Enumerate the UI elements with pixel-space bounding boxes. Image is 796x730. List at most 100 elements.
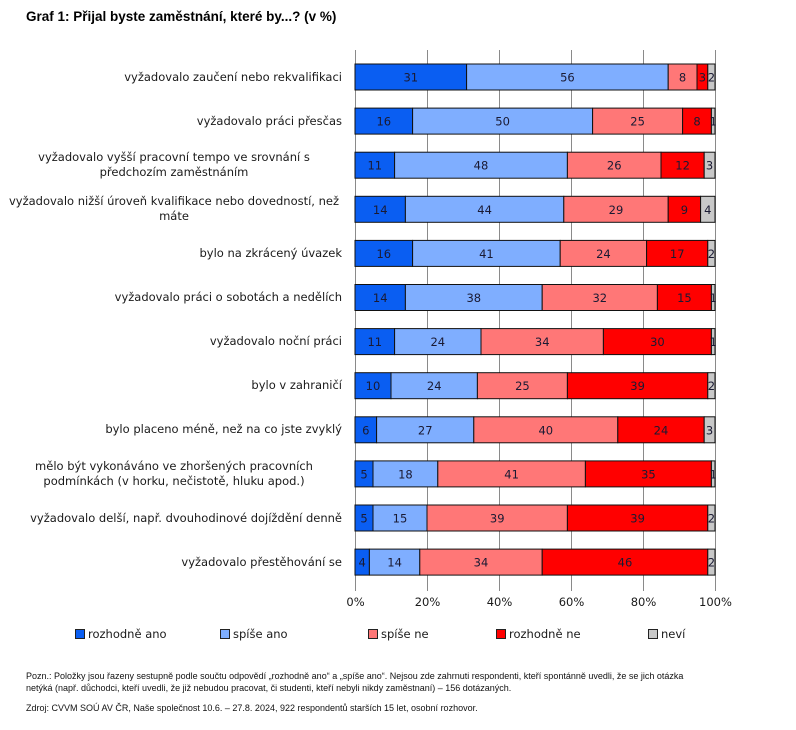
bar-segment — [354, 328, 396, 356]
data-label: 14 — [387, 556, 402, 570]
legend-label: neví — [661, 627, 686, 641]
data-label: 3 — [706, 423, 713, 437]
category-label-line: vyžadovalo nižší úroveň kvalifikace nebo… — [8, 194, 340, 209]
category-label-line: podmínkách (v horku, nečistotě, hluku ap… — [43, 473, 305, 488]
bar-segment — [667, 195, 702, 223]
category-label-line: bylo na zkrácený úvazek — [199, 245, 342, 260]
bar-segment — [354, 151, 396, 179]
bar-segment — [703, 416, 716, 444]
bar-segment — [354, 239, 414, 267]
data-label: 35 — [641, 467, 656, 481]
bar-segment — [559, 239, 648, 267]
legend-label: spíše ano — [233, 627, 288, 641]
legend-label: spíše ne — [381, 627, 429, 641]
data-label: 9 — [681, 203, 688, 217]
bar-segment — [354, 195, 406, 223]
data-label: 39 — [630, 379, 645, 393]
category-label: vyžadovalo nižší úroveň kvalifikace nebo… — [6, 194, 342, 224]
bar-segment — [667, 63, 698, 91]
category-label-line: předchozím zaměstnáním — [99, 165, 249, 180]
x-tick-label: 100% — [699, 595, 732, 609]
stacked-bar-chart: 0% 20% 40% 60% 80% 100%31 56 8 3 216 50 25 8 111 48 26 1… — [346, 50, 732, 609]
bar-segment — [566, 504, 709, 532]
data-label: 4 — [704, 203, 711, 217]
data-label: 44 — [477, 203, 492, 217]
data-label: 5 — [360, 467, 367, 481]
legend-item: rozhodně ano — [75, 627, 167, 641]
category-label: vyžadovalo noční práci — [6, 334, 342, 349]
data-label: 50 — [495, 115, 510, 129]
category-label-line: vyžadovalo vyšší pracovní tempo ve srovn… — [38, 150, 310, 165]
data-label: 24 — [596, 247, 611, 261]
bar-segment — [376, 416, 475, 444]
category-label: mělo být vykonáváno ve zhoršených pracov… — [6, 459, 342, 489]
data-label: 2 — [708, 247, 715, 261]
legend-label: rozhodně ano — [88, 627, 167, 641]
data-label: 38 — [466, 291, 481, 305]
chart-title: Graf 1: Přijal byste zaměstnání, které b… — [26, 9, 337, 24]
category-label: bylo v zahraničí — [6, 378, 342, 393]
bar-segment — [412, 239, 561, 267]
data-label: 8 — [679, 71, 686, 85]
data-label: 16 — [376, 115, 391, 129]
category-label-line: bylo v zahraničí — [251, 378, 342, 393]
category-label-line: máte — [159, 209, 189, 224]
data-label: 6 — [362, 423, 369, 437]
legend-swatch-icon — [75, 629, 85, 639]
bar-segment — [710, 284, 716, 311]
chart-legend: rozhodně ano spíše ano spíše ne rozhodně ne… — [0, 627, 796, 643]
legend-label: rozhodně ne — [509, 627, 581, 641]
x-tick-label: 40% — [487, 595, 513, 609]
data-label: 41 — [479, 247, 494, 261]
x-tick-label: 80% — [631, 595, 657, 609]
legend-swatch-icon — [368, 629, 378, 639]
data-label: 41 — [504, 467, 519, 481]
legend-swatch-icon — [496, 629, 506, 639]
bar-segment — [584, 460, 712, 488]
category-label-line: mělo být vykonáváno ve zhoršených pracov… — [35, 458, 313, 473]
note-line-1: Pozn.: Položky jsou řazeny sestupně podl… — [26, 671, 684, 681]
category-label-line: vyžadovalo delší, např. dvouhodinové doj… — [30, 510, 342, 525]
data-label: 15 — [677, 291, 692, 305]
bar-segment — [354, 284, 406, 311]
data-label: 5 — [360, 512, 367, 526]
data-label: 14 — [373, 203, 388, 217]
bar-segment — [617, 416, 705, 444]
data-label: 25 — [515, 379, 530, 393]
bar-segment — [707, 548, 716, 576]
bar-segment — [466, 63, 669, 91]
data-label: 8 — [693, 115, 700, 129]
category-label-line: vyžadovalo práci přesčas — [196, 113, 342, 128]
data-label: 26 — [607, 159, 622, 173]
bar-segment — [566, 151, 662, 179]
data-label: 2 — [708, 379, 715, 393]
bar-segment — [707, 372, 716, 400]
bar-segment — [368, 548, 421, 576]
bar-segment — [412, 107, 594, 135]
data-label: 30 — [650, 335, 665, 349]
data-label: 4 — [359, 556, 366, 570]
bar-segment — [710, 328, 716, 356]
data-label: 11 — [367, 159, 382, 173]
data-label: 24 — [654, 423, 669, 437]
data-label: 34 — [535, 335, 550, 349]
category-label: bylo na zkrácený úvazek — [6, 246, 342, 261]
bar-segment — [660, 151, 705, 179]
data-label: 27 — [418, 423, 433, 437]
bar-segment — [372, 460, 439, 488]
category-label: vyžadovalo vyšší pracovní tempo ve srovn… — [6, 150, 342, 180]
bar-segment — [682, 107, 712, 135]
data-label: 24 — [430, 335, 445, 349]
category-label: vyžadovalo delší, např. dvouhodinové doj… — [6, 511, 342, 526]
bar-segment — [646, 239, 709, 267]
category-label: vyžadovalo práci o sobotách a nedělích — [6, 290, 342, 305]
legend-swatch-icon — [648, 629, 658, 639]
data-label: 24 — [427, 379, 442, 393]
data-label: 29 — [609, 203, 624, 217]
data-label: 18 — [398, 467, 413, 481]
data-label: 2 — [708, 71, 715, 85]
data-label: 1 — [710, 291, 717, 305]
bar-segment — [707, 504, 716, 532]
bar-segment — [437, 460, 586, 488]
data-label: 1 — [710, 115, 717, 129]
